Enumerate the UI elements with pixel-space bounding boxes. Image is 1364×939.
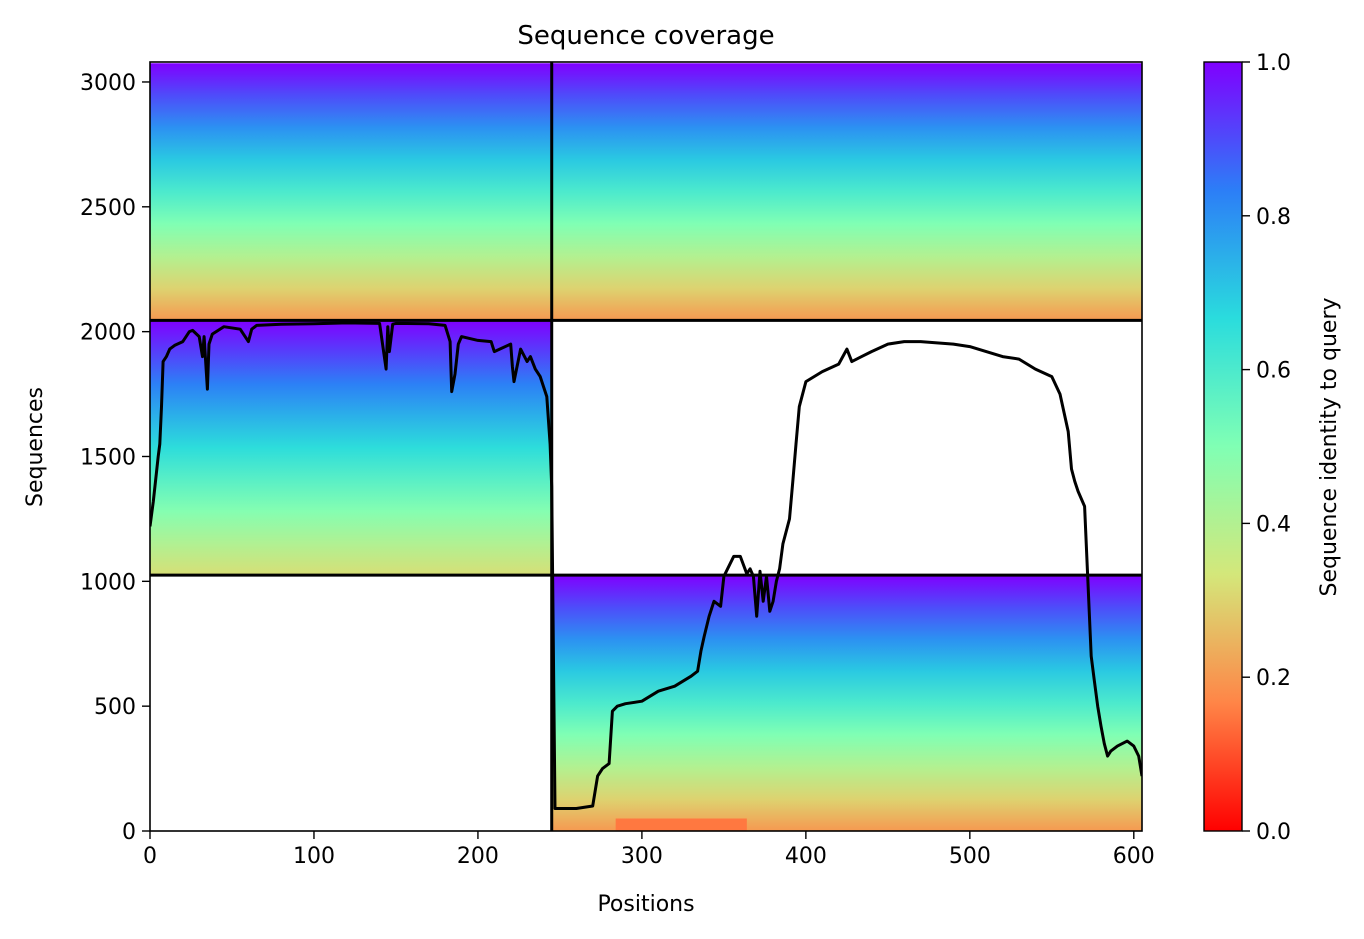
y-tick-label: 1500	[80, 445, 136, 470]
coverage-block	[150, 63, 552, 321]
colorbar-tick-label: 0.0	[1256, 820, 1291, 845]
x-tick-label: 400	[785, 844, 827, 869]
y-tick-label: 500	[94, 695, 136, 720]
x-tick-label: 300	[621, 844, 663, 869]
coverage-heatmap	[150, 63, 1142, 831]
y-tick-label: 2000	[80, 321, 136, 346]
x-tick-label: 0	[143, 844, 157, 869]
coverage-line	[150, 321, 1142, 810]
low-identity-bar-rect	[615, 818, 747, 831]
colorbar-ticks: 0.0 0.2 0.4 0.6 0.8 1.0	[1242, 51, 1291, 845]
y-tick-label: 3000	[80, 71, 136, 96]
x-tick-label: 100	[293, 844, 335, 869]
x-tick-label: 600	[1113, 844, 1155, 869]
colorbar-tick-label: 0.8	[1256, 205, 1291, 230]
coverage-block	[551, 575, 1142, 831]
chain-boundaries	[150, 62, 1142, 831]
coverage-block	[150, 320, 552, 576]
colorbar-label: Sequence identity to query	[1317, 297, 1342, 596]
coverage-block	[551, 63, 1142, 321]
colorbar-tick-label: 0.6	[1256, 359, 1291, 384]
x-axis-label: Positions	[597, 892, 694, 917]
chart-title: Sequence coverage	[517, 21, 774, 51]
y-tick-label: 2500	[80, 196, 136, 221]
low-identity-bar	[615, 818, 747, 831]
y-axis-label: Sequences	[23, 387, 48, 507]
plot-frame	[149, 61, 1143, 832]
x-tick-label: 500	[949, 844, 991, 869]
x-axis-ticks: 0 100 200 300 400 500 600	[143, 831, 1155, 869]
x-tick-label: 200	[457, 844, 499, 869]
coverage-line-group	[150, 321, 1142, 810]
y-tick-label: 0	[122, 820, 136, 845]
colorbar-tick-label: 1.0	[1256, 51, 1291, 76]
colorbar-tick-label: 0.4	[1256, 512, 1291, 537]
colorbar-tick-label: 0.2	[1256, 666, 1291, 691]
colorbar-gradient	[1203, 61, 1243, 832]
y-tick-label: 1000	[80, 570, 136, 595]
colorbar: 0.0 0.2 0.4 0.6 0.8 1.0 Sequence identity to …	[1203, 51, 1342, 845]
y-axis-ticks: 0 500 1000 1500 2000 2500 3000	[80, 71, 150, 845]
